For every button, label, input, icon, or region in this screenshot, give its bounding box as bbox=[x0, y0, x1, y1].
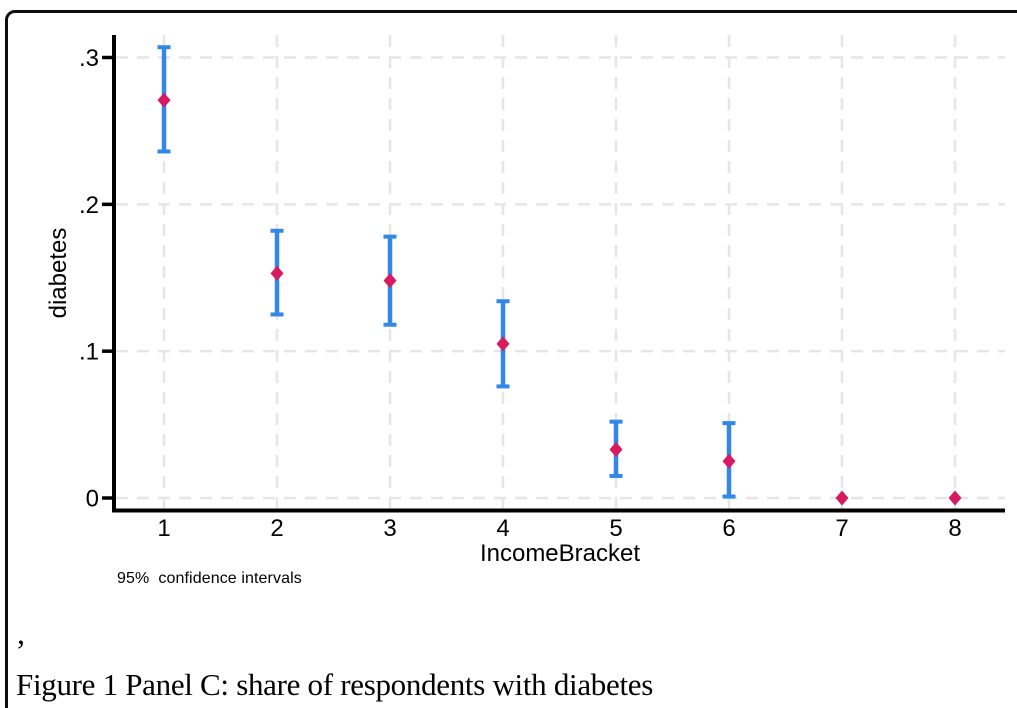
y-tick-label: .3 bbox=[79, 45, 99, 72]
x-tick-label: 4 bbox=[496, 515, 509, 542]
y-tick-label: .2 bbox=[79, 192, 99, 219]
marker-diamond bbox=[383, 273, 397, 289]
marker-diamond bbox=[722, 453, 736, 469]
caption-leading-mark: , bbox=[17, 615, 25, 651]
marker-diamond bbox=[948, 490, 962, 506]
marker-diamond bbox=[835, 490, 849, 506]
marker-diamond bbox=[609, 442, 623, 458]
marker-diamond bbox=[270, 265, 284, 281]
x-tick-label: 1 bbox=[157, 515, 170, 542]
marker-diamond bbox=[157, 92, 171, 108]
x-tick-label: 8 bbox=[948, 515, 961, 542]
x-tick-label: 5 bbox=[609, 515, 622, 542]
y-axis-title: diabetes bbox=[45, 228, 72, 319]
y-tick-label: .1 bbox=[79, 339, 99, 366]
x-tick-label: 2 bbox=[270, 515, 283, 542]
x-tick-label: 6 bbox=[722, 515, 735, 542]
x-axis-title: IncomeBracket bbox=[480, 540, 640, 567]
y-tick-label: 0 bbox=[86, 486, 99, 513]
x-tick-label: 3 bbox=[383, 515, 396, 542]
ci-scatter-chart: 0 .1 .2 .3 diabetes IncomeBracket 1 2 3 4 5 6 7 8 bbox=[45, 35, 1005, 567]
marker-diamond bbox=[496, 336, 510, 352]
confidence-interval-note: 95% confidence intervals bbox=[117, 570, 302, 587]
x-tick-label: 7 bbox=[835, 515, 848, 542]
figure-caption: Figure 1 Panel C: share of respondents w… bbox=[16, 667, 653, 702]
